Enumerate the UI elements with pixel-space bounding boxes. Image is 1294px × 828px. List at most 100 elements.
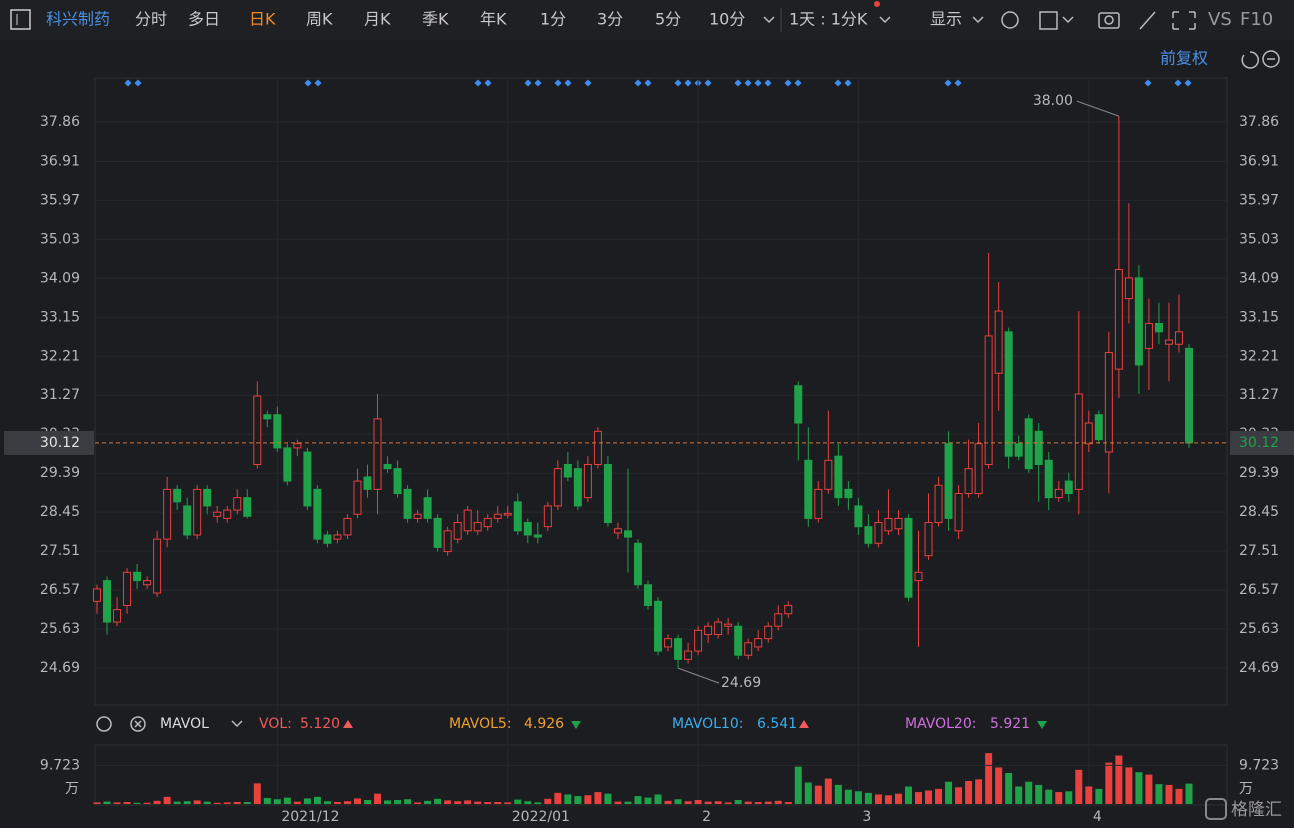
event-marker[interactable]: [674, 79, 682, 87]
period-tab[interactable]: 年K: [480, 10, 507, 29]
volume-bar: [844, 789, 852, 804]
event-marker[interactable]: [534, 79, 542, 87]
legend-value: 5.921: [990, 716, 1030, 732]
volume-bar: [664, 800, 672, 804]
volume-bar: [915, 792, 923, 804]
event-marker[interactable]: [844, 79, 852, 87]
event-marker[interactable]: [314, 79, 322, 87]
period-tab[interactable]: 3分: [597, 10, 623, 29]
event-marker[interactable]: [474, 79, 482, 87]
event-marker[interactable]: [644, 79, 652, 87]
undo-icon[interactable]: [1241, 51, 1259, 69]
event-marker[interactable]: [794, 79, 802, 87]
event-marker[interactable]: [784, 79, 792, 87]
settings-icon[interactable]: [1001, 11, 1019, 29]
volume-bar: [644, 797, 652, 804]
event-marker[interactable]: [944, 79, 952, 87]
period-tab[interactable]: 1分: [540, 10, 566, 29]
volume-bar: [544, 798, 552, 804]
volume-bar: [414, 802, 422, 804]
volume-bar: [955, 787, 963, 804]
period-tab[interactable]: 周K: [306, 10, 333, 29]
candle-body: [1124, 277, 1133, 300]
period-tab[interactable]: 季K: [422, 10, 449, 29]
event-marker[interactable]: [634, 79, 642, 87]
last-price-box: [1230, 430, 1294, 455]
period-tab[interactable]: 月K: [364, 10, 391, 29]
y-tick-label: 32.21: [40, 348, 80, 364]
event-marker[interactable]: [124, 79, 132, 87]
volume-bar: [103, 801, 111, 804]
y-tick-label: 33.15: [1239, 309, 1279, 325]
candle-body: [363, 476, 372, 490]
f10-button[interactable]: F10: [1240, 9, 1273, 30]
stock-name[interactable]: 科兴制药: [46, 10, 110, 29]
candle-body: [583, 463, 592, 499]
volume-bar: [273, 799, 281, 804]
unit-label: 万: [65, 781, 79, 797]
volume-bar: [444, 800, 452, 804]
period-tab[interactable]: 分时: [135, 10, 167, 29]
volume-bar: [814, 785, 822, 804]
candle-body: [1054, 488, 1063, 499]
volume-bar: [133, 802, 141, 804]
event-marker[interactable]: [744, 79, 752, 87]
volume-bar: [1025, 781, 1033, 804]
candle-body: [984, 335, 993, 465]
event-marker[interactable]: [564, 79, 572, 87]
event-marker[interactable]: [684, 79, 692, 87]
event-marker[interactable]: [134, 79, 142, 87]
candle-body: [854, 505, 863, 528]
event-marker[interactable]: [554, 79, 562, 87]
event-marker[interactable]: [524, 79, 532, 87]
candle-body: [924, 522, 933, 557]
x-tick-label: 4: [1093, 809, 1102, 825]
volume-bar: [1155, 784, 1163, 804]
event-marker[interactable]: [484, 79, 492, 87]
display-menu[interactable]: 显示: [930, 10, 962, 29]
candle-body: [934, 484, 943, 524]
y-tick-label: 27.51: [1239, 543, 1279, 559]
camera-icon[interactable]: [1098, 12, 1120, 29]
period-tab[interactable]: 日K: [249, 10, 276, 29]
event-marker[interactable]: [584, 79, 592, 87]
period-tab[interactable]: 5分: [655, 10, 681, 29]
trend-up: [799, 720, 809, 728]
y-tick-label: 31.27: [40, 387, 80, 403]
candle-body: [694, 629, 703, 652]
y-tick-label: 37.86: [1239, 114, 1279, 130]
event-marker[interactable]: [734, 79, 742, 87]
event-marker[interactable]: [834, 79, 842, 87]
annotation-leader: [677, 667, 720, 684]
volume-settings-icon[interactable]: [96, 716, 112, 732]
event-marker[interactable]: [954, 79, 962, 87]
volume-bar: [774, 800, 782, 804]
volume-bar: [784, 802, 792, 804]
event-marker[interactable]: [304, 79, 312, 87]
adjust-button[interactable]: 前复权: [1160, 49, 1208, 68]
event-marker[interactable]: [704, 79, 712, 87]
candle-body: [844, 488, 853, 499]
fullscreen-icon[interactable]: [1172, 11, 1196, 30]
vs-button[interactable]: VS: [1208, 9, 1232, 30]
y-tick-label: 28.45: [1239, 504, 1279, 520]
event-marker[interactable]: [764, 79, 772, 87]
zoom-out-icon[interactable]: [1262, 50, 1280, 68]
volume-bar: [353, 798, 361, 804]
volume-bar: [985, 753, 993, 804]
volume-close-icon[interactable]: [130, 716, 146, 732]
menu-icon[interactable]: [10, 9, 31, 30]
x-tick-label: 2: [702, 809, 711, 825]
period-tab[interactable]: 多日: [188, 10, 220, 29]
legend-title: MAVOL: [160, 716, 209, 732]
interval[interactable]: 1天 : 1分K: [789, 10, 868, 29]
period-tab[interactable]: 10分: [709, 10, 745, 29]
shape-icon[interactable]: [1039, 11, 1058, 30]
volume-dropdown[interactable]: [231, 720, 243, 728]
event-marker[interactable]: [754, 79, 762, 87]
pen-icon[interactable]: [1139, 11, 1156, 30]
volume-bar: [1015, 786, 1023, 804]
volume-bar: [714, 801, 722, 804]
volume-bar: [514, 799, 522, 804]
